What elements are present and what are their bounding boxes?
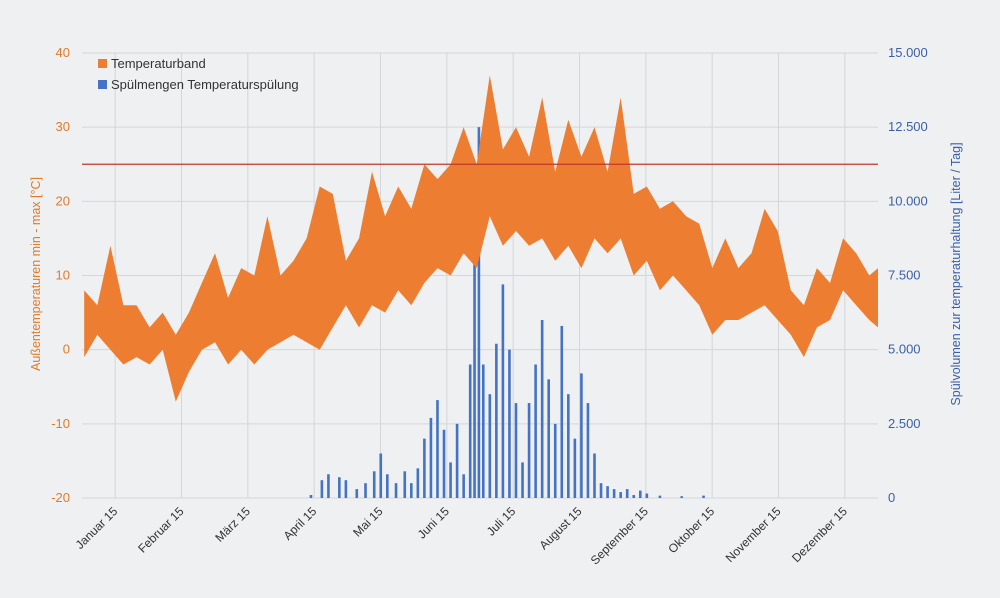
- spuelmenge-bar: [379, 453, 383, 498]
- right-tick-label: 15.000: [888, 45, 928, 60]
- spuelmenge-bar: [680, 496, 684, 498]
- spuelmenge-bar: [560, 325, 564, 498]
- spuelmenge-bar: [372, 471, 376, 498]
- spuelmenge-bar: [462, 474, 465, 498]
- x-tick-label: Dezember 15: [789, 504, 850, 565]
- x-tick-label: Mai 15: [350, 504, 386, 540]
- spuelmenge-bar: [501, 284, 505, 498]
- x-tick-label: Februar 15: [135, 504, 187, 556]
- spuelmenge-bar: [436, 400, 439, 498]
- spuelmenge-bar: [473, 231, 476, 498]
- spuelmenge-bar: [468, 364, 472, 498]
- spuelmenge-bar: [327, 474, 330, 498]
- spuelmenge-bar: [632, 495, 636, 498]
- spuelmenge-bar: [309, 495, 313, 498]
- x-tick-label: Juli 15: [484, 504, 519, 539]
- x-tick-label: November 15: [723, 504, 784, 565]
- legend-swatch-temperaturband: [98, 59, 107, 68]
- legend: Temperaturband Spülmengen Temperaturspül…: [98, 56, 299, 92]
- x-tick-label: Januar 15: [73, 504, 121, 552]
- spuelmenge-bar: [567, 394, 570, 498]
- spuelmenge-bar: [658, 495, 662, 498]
- left-tick-label: 10: [56, 268, 70, 283]
- x-tick-label: Juni 15: [415, 504, 452, 541]
- left-tick-label: 40: [56, 45, 70, 60]
- temperaturband-area: [84, 75, 878, 402]
- right-axis-label: Spülvolumen zur temperaturhaltung [Liter…: [949, 142, 963, 405]
- spuelmenge-bar: [477, 127, 481, 499]
- spuelmenge-bar: [547, 379, 550, 498]
- spuelmenge-bar: [645, 493, 649, 498]
- x-tick-label: Oktober 15: [665, 504, 717, 556]
- spuelmenge-bar: [586, 403, 590, 498]
- spuelmenge-bar: [320, 480, 324, 498]
- spuelmenge-bar: [386, 474, 389, 498]
- x-tick-label: August 15: [537, 504, 585, 552]
- spuelmenge-bar: [580, 373, 583, 498]
- right-tick-label: 7.500: [888, 268, 921, 283]
- x-tick-label: September 15: [588, 504, 651, 567]
- legend-swatch-spuelmengen: [98, 80, 107, 89]
- x-tick-label: April 15: [281, 504, 320, 543]
- spuelmenge-bar: [534, 364, 537, 498]
- x-tick-label: März 15: [212, 504, 253, 545]
- spuelmenge-bar: [619, 492, 622, 498]
- spuelmenge-bar: [403, 471, 407, 498]
- spuelmenge-bar: [423, 438, 426, 498]
- legend-label-temperaturband: Temperaturband: [111, 56, 206, 71]
- left-tick-label: 30: [56, 119, 70, 134]
- spuelmenge-bar: [455, 423, 459, 498]
- spuelmengen-bars: [309, 127, 705, 499]
- spuelmenge-bar: [553, 423, 557, 498]
- left-axis-label: Außentemperaturen min - max [°C]: [29, 177, 43, 371]
- spuelmenge-bar: [521, 462, 524, 498]
- left-tick-label: -20: [51, 490, 70, 505]
- spuelmenge-bar: [429, 417, 433, 498]
- spuelmenge-bar: [612, 489, 616, 498]
- spuelmenge-bar: [514, 403, 518, 498]
- spuelmenge-bar: [488, 394, 492, 498]
- spuelmenge-bar: [638, 490, 642, 498]
- right-tick-label: 5.000: [888, 342, 921, 357]
- spuelmenge-bar: [364, 483, 367, 498]
- spuelmenge-bar: [449, 462, 452, 498]
- spuelmenge-bar: [481, 364, 485, 498]
- right-tick-label: 10.000: [888, 193, 928, 208]
- spuelmenge-bar: [593, 453, 596, 498]
- spuelmenge-bar: [416, 468, 420, 498]
- left-tick-label: 20: [56, 193, 70, 208]
- temperaturband-series: [84, 75, 878, 402]
- legend-label-spuelmengen: Spülmengen Temperaturspülung: [111, 77, 299, 92]
- right-tick-label: 0: [888, 490, 895, 505]
- spuelmenge-bar: [606, 486, 609, 498]
- left-tick-label: -10: [51, 416, 70, 431]
- spuelmenge-bar: [508, 349, 511, 498]
- spuelmenge-bar: [355, 489, 359, 498]
- spuelmenge-bar: [540, 320, 544, 498]
- spuelmenge-bar: [410, 483, 413, 498]
- spuelmenge-bar: [527, 403, 531, 498]
- spuelmenge-bar: [394, 483, 398, 498]
- left-tick-label: 0: [63, 342, 70, 357]
- spuelmenge-bar: [702, 495, 705, 498]
- spuelmenge-bar: [338, 477, 341, 498]
- spuelmenge-bar: [344, 480, 348, 498]
- right-tick-label: 2.500: [888, 416, 921, 431]
- spuelmenge-bar: [625, 489, 629, 498]
- right-tick-label: 12.500: [888, 119, 928, 134]
- spuelmenge-bar: [495, 343, 498, 498]
- spuelmenge-bar: [599, 483, 603, 498]
- spuelmenge-bar: [442, 429, 446, 498]
- spuelmenge-bar: [573, 438, 577, 498]
